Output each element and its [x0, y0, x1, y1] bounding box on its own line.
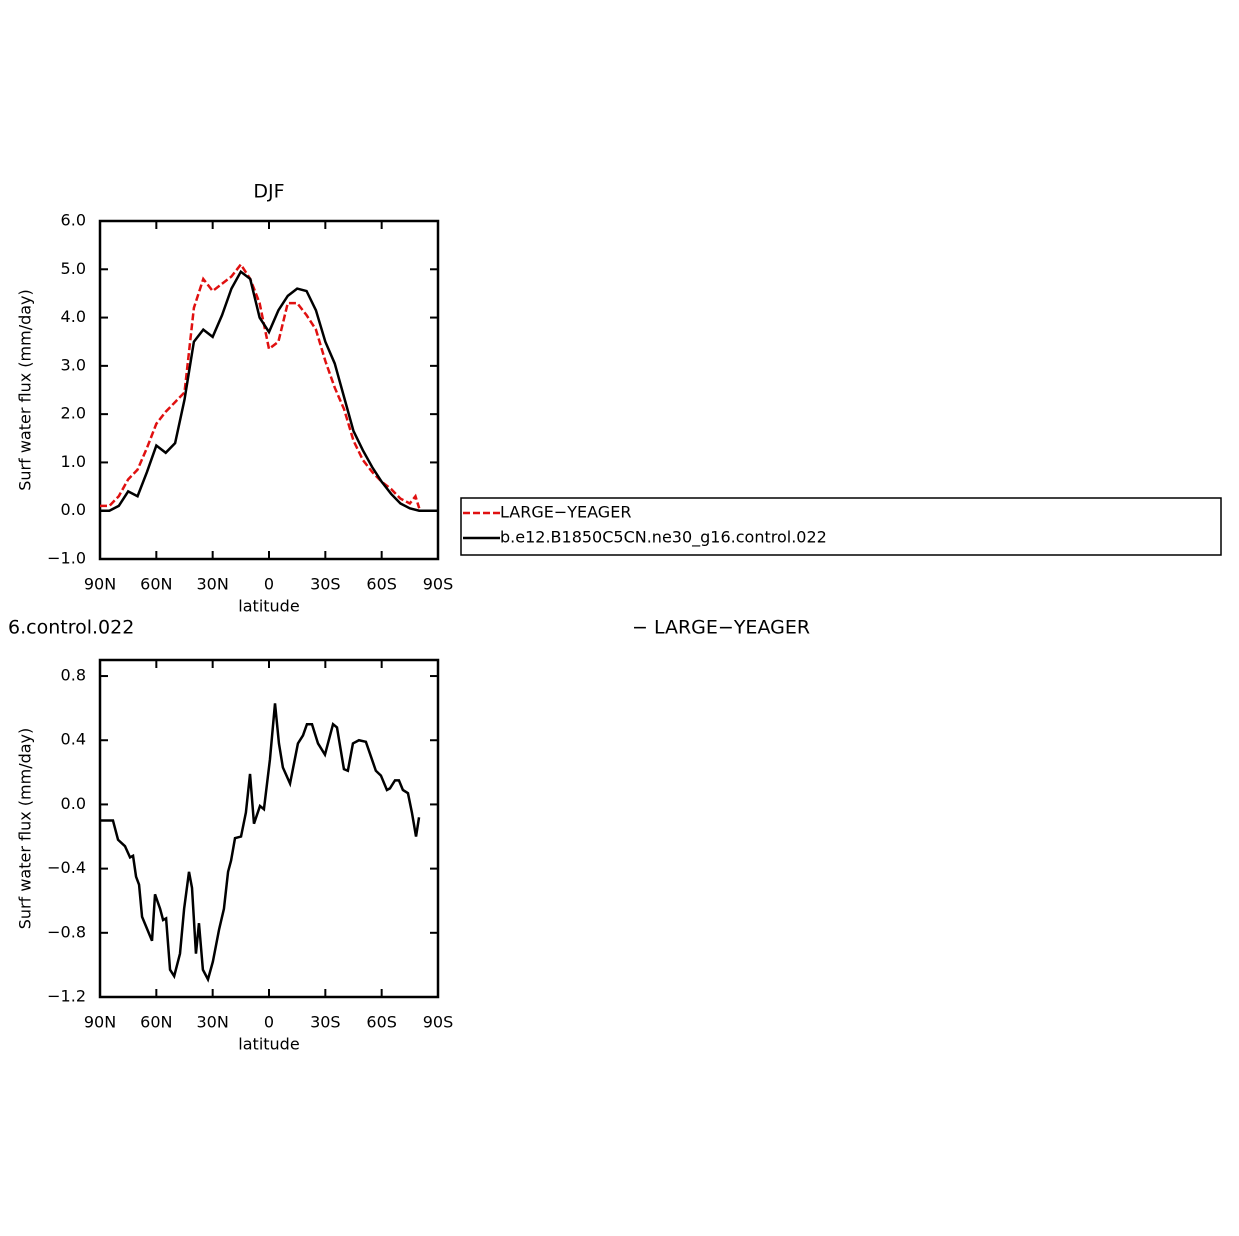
- y-tick-label: 4.0: [61, 307, 86, 326]
- y-tick-label: 0.0: [61, 500, 86, 519]
- y-tick-label: 5.0: [61, 259, 86, 278]
- y-tick-label: −1.2: [47, 987, 86, 1006]
- x-tick-label: 60S: [366, 1013, 397, 1032]
- chart-title-left: 6.control.022: [8, 617, 134, 639]
- x-tick-label: 90N: [84, 1013, 116, 1032]
- y-tick-label: −0.4: [47, 858, 86, 877]
- x-tick-label: 90S: [423, 575, 454, 594]
- x-tick-label: 30S: [310, 1013, 341, 1032]
- x-tick-label: 60N: [140, 575, 172, 594]
- legend-box: [460, 497, 1222, 556]
- x-tick-label: 60N: [140, 1013, 172, 1032]
- y-tick-label: 0.0: [61, 794, 86, 813]
- x-tick-label: 30S: [310, 575, 341, 594]
- chart-title-right: − LARGE−YEAGER: [632, 617, 810, 639]
- series-line: [100, 269, 438, 512]
- y-tick-label: −1.0: [47, 549, 86, 568]
- y-tick-label: 2.0: [61, 404, 86, 423]
- x-tick-label: 60S: [366, 575, 397, 594]
- y-tick-label: 1.0: [61, 452, 86, 471]
- x-tick-label: 30N: [197, 1013, 229, 1032]
- y-axis-label: Surf water flux (mm/day): [16, 728, 35, 930]
- y-tick-label: −0.8: [47, 922, 86, 941]
- x-tick-label: 90N: [84, 575, 116, 594]
- legend-label: LARGE−YEAGER: [500, 503, 631, 522]
- x-tick-label: 30N: [197, 575, 229, 594]
- y-axis-label: Surf water flux (mm/day): [16, 289, 35, 491]
- y-tick-label: 0.8: [61, 666, 86, 685]
- x-axis-label: latitude: [238, 1035, 299, 1054]
- y-tick-label: 3.0: [61, 355, 86, 374]
- y-tick-label: 0.4: [61, 730, 86, 749]
- x-tick-label: 90S: [423, 1013, 454, 1032]
- y-tick-label: 6.0: [61, 211, 86, 230]
- series-line: [100, 703, 421, 983]
- x-axis-label: latitude: [238, 597, 299, 616]
- legend-label: b.e12.B1850C5CN.ne30_g16.control.022: [500, 528, 827, 548]
- x-tick-label: 0: [264, 1013, 274, 1032]
- x-tick-label: 0: [264, 575, 274, 594]
- chart-title: DJF: [253, 181, 284, 203]
